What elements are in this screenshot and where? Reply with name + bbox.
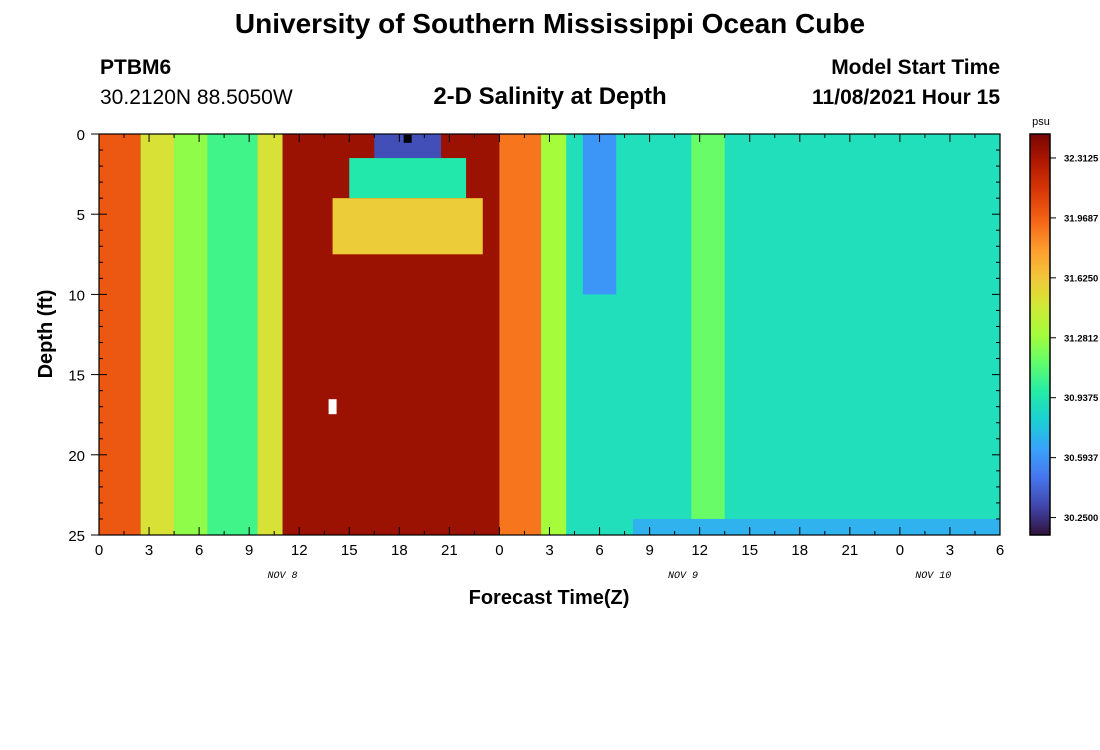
x-tick-label: 0: [896, 542, 904, 559]
heatmap-cell: [691, 134, 725, 535]
y-axis-label: Depth (ft): [35, 290, 57, 379]
colorbar: [1029, 133, 1051, 536]
y-tick-label: 5: [77, 207, 85, 224]
x-tick-label: 18: [391, 542, 408, 559]
heatmap-cells: [99, 134, 1000, 535]
x-tick-label: 6: [595, 542, 603, 559]
heatmap-cell: [99, 134, 141, 535]
x-axis-label: Forecast Time(Z): [469, 587, 630, 609]
x-tick-label: 15: [741, 542, 758, 559]
x-tick-label: 12: [291, 542, 308, 559]
date-label: NOV 8: [268, 571, 298, 582]
x-axis-tick-labels: 0 3 6 9 12 15 18 21 0 3 6 9 12 15 18 21 0 3 6: [95, 542, 1004, 559]
colorbar-tick-label: 31.9687: [1064, 213, 1098, 224]
heatmap-cell: [349, 158, 467, 199]
x-tick-label: 3: [946, 542, 954, 559]
x-tick-label: 21: [441, 542, 458, 559]
heatmap-markers: [328, 134, 412, 415]
y-axis-tick-labels: 0 5 10 15 20 25: [68, 127, 85, 545]
y-tick-label: 25: [68, 528, 85, 545]
heatmap-cell: [207, 134, 258, 535]
station-id: PTBM6: [100, 56, 172, 79]
x-tick-label: 3: [545, 542, 553, 559]
x-tick-label: 0: [95, 542, 103, 559]
plot-title: 2-D Salinity at Depth: [433, 83, 667, 110]
x-tick-label: 9: [245, 542, 253, 559]
x-tick-label: 6: [195, 542, 203, 559]
model-start-label: Model Start Time: [831, 56, 1000, 79]
model-start-value: 11/08/2021 Hour 15: [812, 86, 1000, 109]
x-tick-label: 18: [791, 542, 808, 559]
x-tick-label: 21: [841, 542, 858, 559]
heatmap-cell: [332, 198, 483, 255]
date-label: NOV 9: [668, 571, 698, 582]
heatmap-cell: [499, 134, 542, 535]
colorbar-tick-label: 32.3125: [1064, 153, 1099, 164]
heatmap-cell: [582, 134, 617, 295]
y-tick-label: 0: [77, 127, 85, 144]
x-tick-label: 3: [145, 542, 153, 559]
x-tick-label: 6: [996, 542, 1004, 559]
colorbar-tick-label: 30.5937: [1064, 453, 1098, 464]
colorbar-tick-label: 31.6250: [1064, 273, 1098, 284]
x-tick-label: 15: [341, 542, 358, 559]
x-tick-label: 9: [645, 542, 653, 559]
x-tick-label: 0: [495, 542, 503, 559]
date-label: NOV 10: [915, 571, 951, 582]
colorbar-tick-label: 30.9375: [1064, 393, 1099, 404]
y-tick-label: 15: [68, 368, 85, 385]
missing-data-marker: [328, 399, 337, 415]
x-tick-label: 12: [691, 542, 708, 559]
y-tick-label: 10: [68, 287, 85, 304]
heatmap-cell: [632, 518, 1000, 535]
colorbar-tick-label: 30.2500: [1064, 513, 1098, 524]
minimum-value-marker: [403, 134, 412, 143]
axis-ticks: [91, 133, 1001, 536]
page-title: University of Southern Mississippi Ocean…: [234, 8, 866, 39]
heatmap-cell: [257, 134, 283, 535]
heatmap-cell: [541, 134, 567, 535]
date-labels: NOV 8 NOV 9 NOV 10: [268, 571, 952, 582]
station-coordinates: 30.2120N 88.5050W: [100, 86, 293, 109]
y-tick-label: 20: [68, 448, 85, 465]
heatmap-cell: [140, 134, 175, 535]
colorbar-tick-labels: 32.3125 31.9687 31.6250 31.2812 30.9375 30.59…: [1050, 153, 1099, 524]
heatmap-cell: [174, 134, 208, 535]
colorbar-tick-label: 31.2812: [1064, 333, 1098, 344]
colorbar-unit: psu: [1032, 116, 1050, 128]
